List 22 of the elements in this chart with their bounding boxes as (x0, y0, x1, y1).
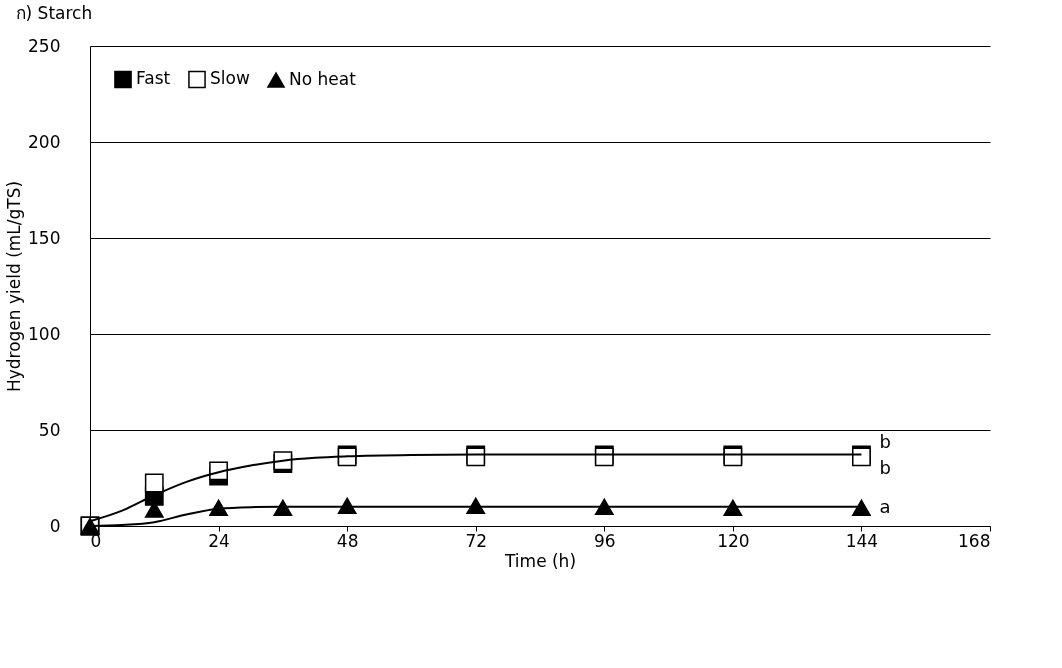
legend-label: No heat (289, 69, 357, 90)
x-tick-label: 96 (593, 530, 616, 551)
y-tick-label: 200 (28, 131, 61, 152)
x-tick-label: 144 (845, 530, 879, 551)
x-axis-title: Time (h) (503, 550, 577, 571)
annotation: a (879, 495, 891, 517)
chart-title: ก) Starch (15, 3, 93, 23)
x-tick-label: 48 (336, 530, 359, 551)
y-tick-label: 50 (38, 419, 61, 440)
y-tick-label: 150 (28, 227, 61, 248)
x-tick-label: 72 (465, 530, 488, 551)
annotation: b (879, 430, 891, 452)
x-tick-label: 120 (717, 530, 750, 551)
y-tick-label: 0 (49, 515, 61, 536)
y-tick-label: 100 (28, 323, 61, 344)
x-tick-label: 168 (958, 530, 991, 551)
x-tick-label: 24 (208, 530, 230, 551)
annotation: b (879, 456, 891, 478)
legend-label: Fast (136, 68, 171, 89)
y-tick-label: 250 (28, 35, 61, 56)
legend-label: Slow (210, 68, 250, 89)
y-axis-title: Hydrogen yield (mL/gTS) (4, 180, 25, 393)
